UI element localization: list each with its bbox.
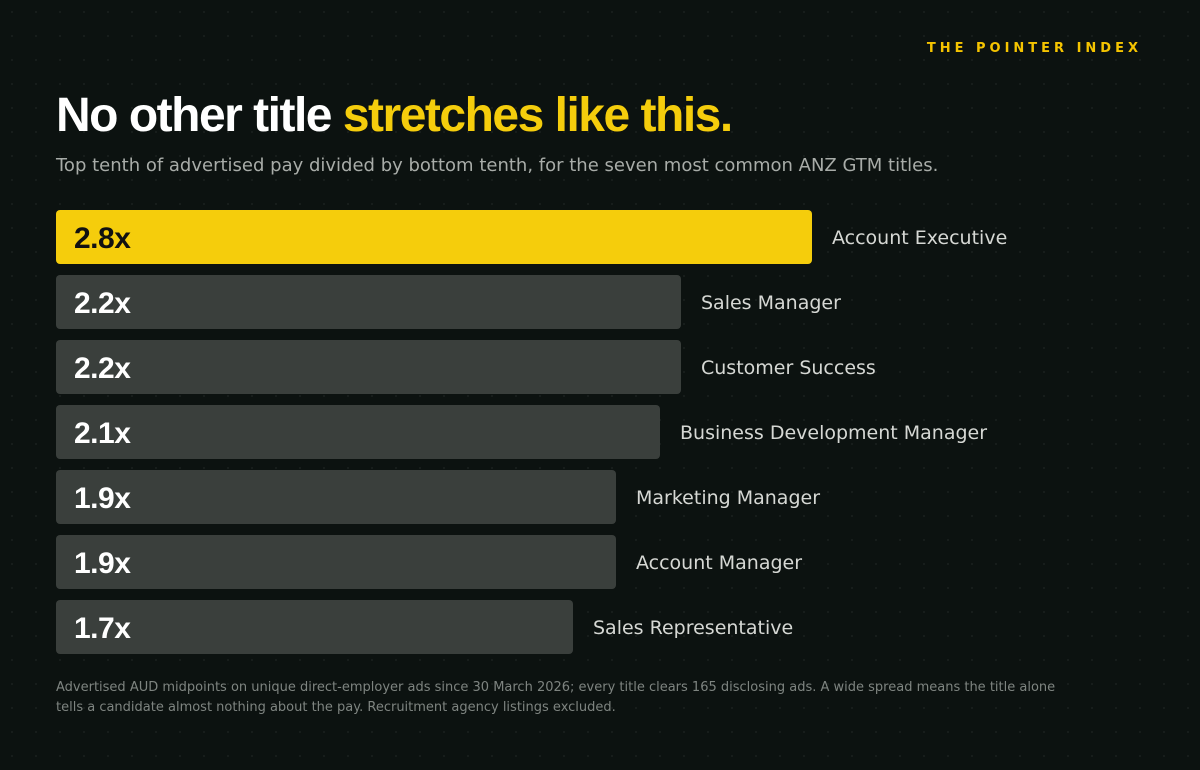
chart-subtitle: Top tenth of advertised pay divided by b… [56,155,939,176]
bar-value-label: 1.9x [74,547,131,580]
bar-value-label: 2.2x [74,352,131,385]
category-label: Sales Manager [701,292,841,314]
bar-value-label: 2.2x [74,287,131,320]
footnote: Advertised AUD midpoints on unique direc… [56,680,1056,715]
bar-account-manager [56,535,616,589]
bar-account-executive [56,210,812,264]
bar-value-label: 2.1x [74,417,131,450]
category-label: Account Manager [636,552,802,574]
bar-customer-success [56,340,681,394]
chart-title: No other title stretches like this. [56,88,733,143]
title-lead: No other title [56,89,343,142]
category-label: Account Executive [832,227,1007,249]
bar-business-development-manager [56,405,660,459]
bar-marketing-manager [56,470,616,524]
bar-sales-manager [56,275,681,329]
bar-value-label: 1.7x [74,612,131,645]
category-label: Sales Representative [593,617,793,639]
category-label: Marketing Manager [636,487,820,509]
category-label: Customer Success [701,357,876,379]
bar-value-label: 1.9x [74,482,131,515]
brand-label: THE POINTER INDEX [926,41,1142,56]
title-highlight: stretches like this. [342,89,733,142]
bar-sales-representative [56,600,573,654]
bar-value-label: 2.8x [74,222,131,255]
category-label: Business Development Manager [680,422,987,444]
